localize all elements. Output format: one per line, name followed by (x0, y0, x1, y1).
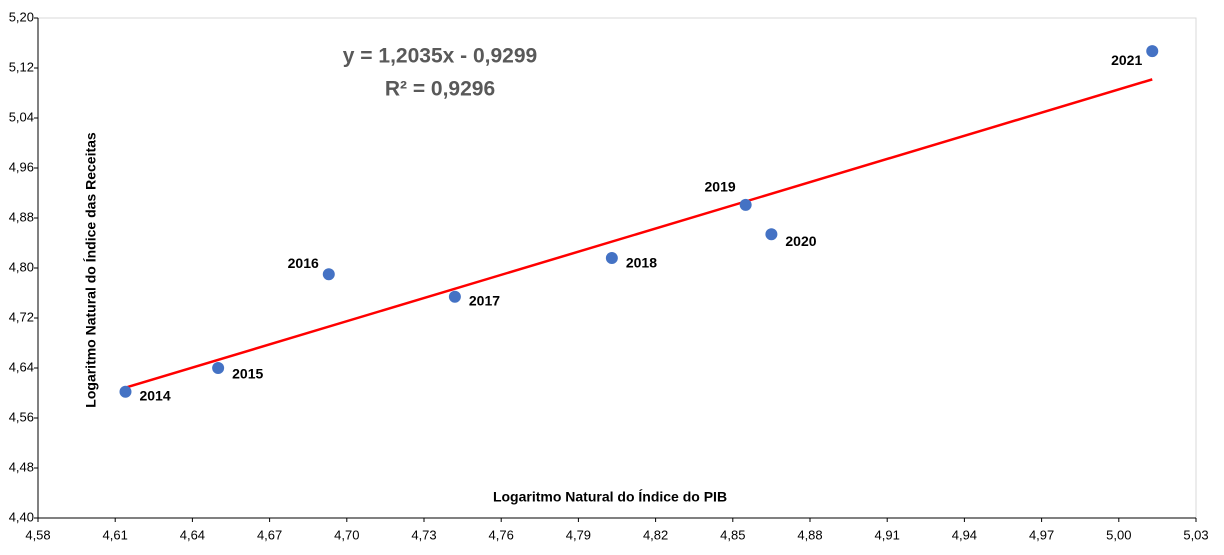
point (212, 362, 225, 374)
y-tick-label: 5,20 (9, 9, 34, 24)
point-label: 2020 (785, 233, 816, 249)
x-tick-label: 4,97 (1029, 527, 1054, 542)
x-axis-title: Logaritmo Natural do Índice do PIB (493, 489, 727, 505)
x-tick-label: 4,94 (952, 527, 977, 542)
x-tick-label: 4,61 (103, 527, 128, 542)
x-tick-label: 4,64 (180, 527, 205, 542)
y-tick-label: 4,88 (9, 209, 34, 224)
x-tick-label: 4,73 (411, 527, 436, 542)
x-tick-label: 4,82 (643, 527, 668, 542)
y-tick-label: 5,12 (9, 59, 34, 74)
x-tick-label: 4,88 (797, 527, 822, 542)
point (765, 228, 778, 241)
y-tick-label: 5,04 (9, 109, 34, 124)
y-axis-title: Logaritmo Natural do Índice das Receitas (83, 132, 99, 408)
y-tick-label: 4,72 (9, 309, 34, 324)
point (1146, 45, 1159, 58)
point-label: 2017 (469, 292, 500, 308)
point-label: 2015 (232, 366, 263, 382)
point (119, 385, 132, 398)
y-tick-label: 4,56 (9, 409, 34, 424)
x-tick-label: 5,03 (1183, 527, 1208, 542)
point (739, 198, 752, 211)
x-tick-label: 4,67 (257, 527, 282, 542)
y-tick-label: 4,48 (9, 459, 34, 474)
point (448, 290, 461, 303)
point-label: 2021 (1111, 52, 1142, 68)
equation: y = 1,2035x - 0,9299 (343, 45, 537, 68)
y-tick-label: 4,96 (9, 159, 34, 174)
x-tick-label: 4,58 (25, 527, 50, 542)
y-tick-label: 4,40 (9, 509, 34, 524)
r-squared: R² = 0,9296 (385, 78, 495, 101)
x-tick-label: 5,00 (1106, 527, 1131, 542)
x-tick-label: 4,79 (566, 527, 591, 542)
x-tick-label: 4,70 (334, 527, 359, 542)
x-tick-label: 4,91 (875, 527, 900, 542)
point-label: 2019 (705, 179, 736, 195)
y-tick-label: 4,80 (9, 259, 34, 274)
plot-frame (37, 17, 1197, 519)
point-label: 2014 (139, 387, 170, 403)
point (322, 268, 335, 281)
y-tick-label: 4,64 (9, 359, 34, 374)
x-tick-label: 4,85 (720, 527, 745, 542)
point (605, 252, 618, 264)
trendline (125, 78, 1153, 389)
point-label: 2016 (288, 255, 319, 271)
point-label: 2018 (626, 255, 657, 271)
x-tick-label: 4,76 (489, 527, 514, 542)
